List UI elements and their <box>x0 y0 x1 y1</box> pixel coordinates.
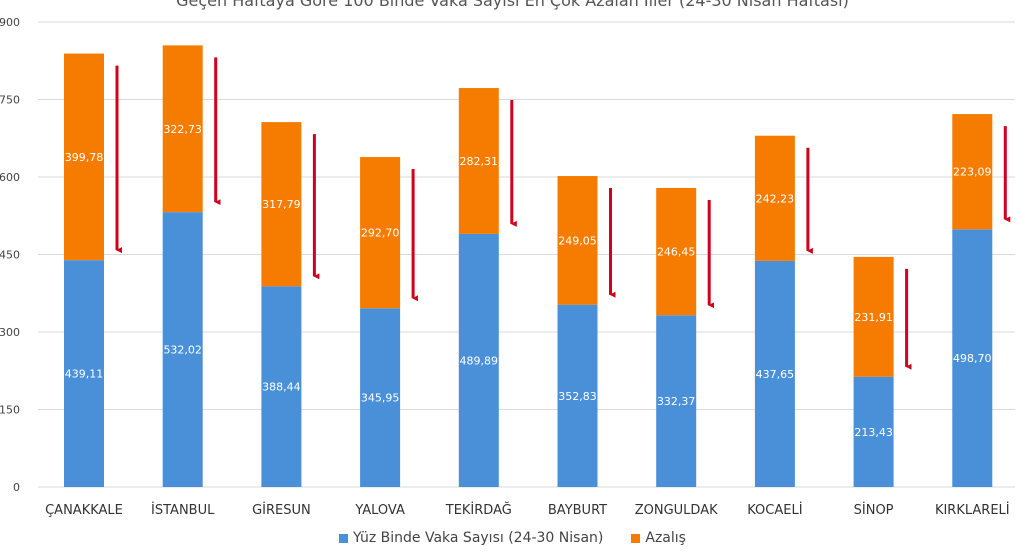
bar-decrease <box>853 256 894 377</box>
bar-cases <box>261 286 302 487</box>
bar-decrease <box>261 122 302 287</box>
bar-decrease <box>458 88 499 234</box>
bar-cases <box>853 376 894 487</box>
x-tick-label: BAYBURT <box>548 503 607 518</box>
bar-decrease <box>162 45 203 213</box>
bar-decrease <box>656 187 697 316</box>
data-label: 489,89 <box>460 354 499 367</box>
bar-decrease <box>754 135 795 261</box>
legend-label: Azalış <box>645 530 686 546</box>
data-label: 292,70 <box>361 227 400 240</box>
chart-title: Geçen Haftaya Göre 100 Binde Vaka Sayısı… <box>176 0 849 10</box>
y-tick-label: 0 <box>13 481 20 494</box>
legend-label: Yüz Binde Vaka Sayısı (24-30 Nisan) <box>353 530 604 546</box>
x-tick-label: SİNOP <box>854 502 894 518</box>
data-label: 242,23 <box>756 192 795 205</box>
bar-cases <box>360 308 401 487</box>
legend-swatch-blue <box>339 533 349 543</box>
bar-cases <box>64 260 104 487</box>
bar-cases <box>162 212 203 488</box>
legend-item-cases: Yüz Binde Vaka Sayısı (24-30 Nisan) <box>339 530 603 546</box>
x-tick-label: KOCAELİ <box>747 502 802 518</box>
x-tick-label: İSTANBUL <box>151 502 215 518</box>
bar-cases <box>754 260 795 487</box>
data-label: 246,45 <box>657 246 696 259</box>
bar-decrease <box>557 176 598 305</box>
data-label: 213,43 <box>854 426 893 439</box>
data-label: 231,91 <box>854 311 893 324</box>
legend: Yüz Binde Vaka Sayısı (24-30 Nisan) Azal… <box>0 530 1025 546</box>
data-label: 223,09 <box>953 166 992 179</box>
data-label: 322,73 <box>163 123 202 136</box>
y-tick-label: 150 <box>0 404 20 417</box>
data-label: 249,05 <box>558 234 597 247</box>
data-label: 532,02 <box>163 344 202 357</box>
bar-decrease <box>64 53 104 261</box>
data-label: 345,95 <box>361 392 400 405</box>
data-label: 439,11 <box>65 368 104 381</box>
bar-decrease <box>360 157 401 309</box>
bar-decrease <box>952 114 993 230</box>
x-tick-label: TEKİRDAĞ <box>445 502 512 518</box>
data-label: 282,31 <box>460 155 499 168</box>
legend-swatch-orange <box>631 533 641 543</box>
x-tick-label: ÇANAKKALE <box>45 503 123 518</box>
data-label: 388,44 <box>262 381 301 394</box>
data-label: 332,37 <box>657 395 696 408</box>
bar-cases <box>656 315 697 487</box>
legend-item-decrease: Azalış <box>631 530 686 546</box>
x-tick-label: KIRKLARELİ <box>935 502 1010 518</box>
y-tick-label: 600 <box>0 171 20 184</box>
bar-cases <box>557 304 598 487</box>
y-tick-label: 450 <box>0 249 20 262</box>
data-label: 437,65 <box>756 368 795 381</box>
y-tick-label: 900 <box>0 16 20 29</box>
x-tick-label: ZONGULDAK <box>635 503 718 518</box>
data-label: 352,83 <box>558 390 597 403</box>
data-label: 399,78 <box>65 151 104 164</box>
bar-cases <box>952 229 993 488</box>
bar-cases <box>458 233 499 487</box>
data-label: 498,70 <box>953 352 992 365</box>
y-tick-label: 300 <box>0 326 20 339</box>
x-tick-label: YALOVA <box>354 503 405 518</box>
data-label: 317,79 <box>262 198 301 211</box>
x-tick-label: GİRESUN <box>252 502 311 518</box>
y-tick-label: 750 <box>0 94 20 107</box>
